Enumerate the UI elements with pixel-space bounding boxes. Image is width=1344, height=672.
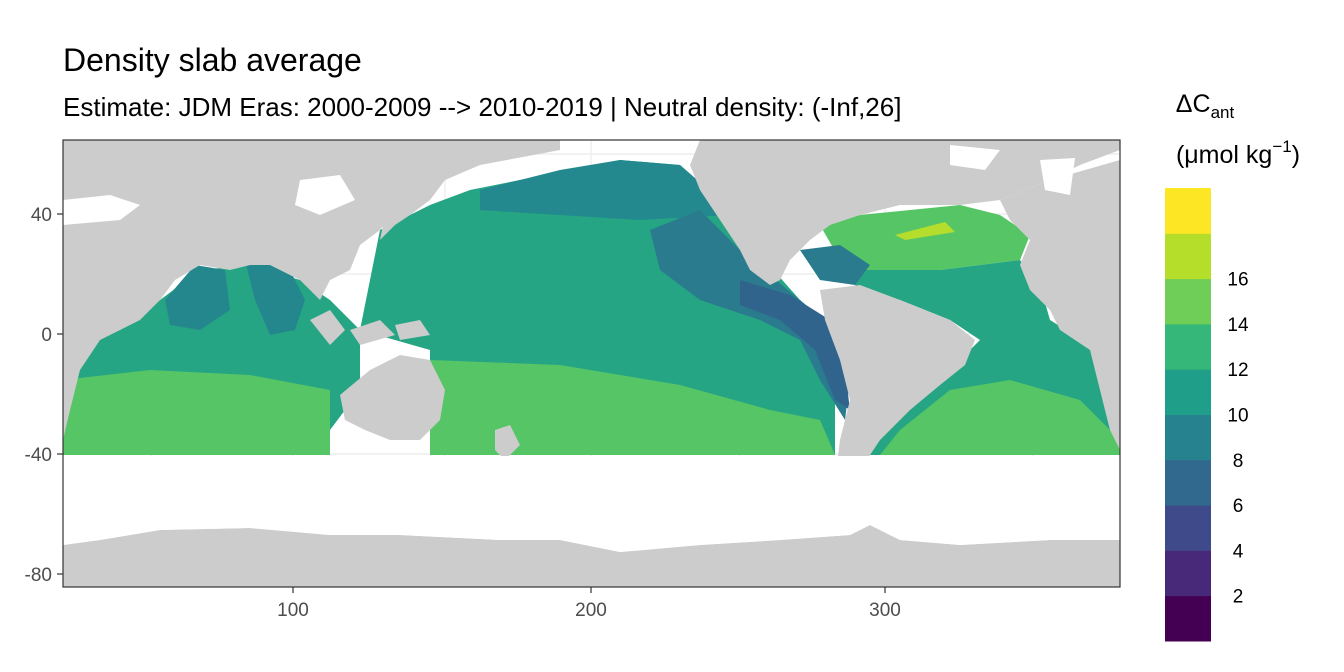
legend-unit-superscript: −1	[1272, 137, 1291, 156]
legend-unit-prefix: (μmol kg	[1176, 141, 1272, 169]
field-south-indian	[63, 370, 330, 455]
land-africa-eurasia	[63, 140, 440, 440]
legend-swatch-8	[1165, 233, 1211, 280]
land-new-zealand	[495, 425, 520, 460]
land-indonesia	[310, 310, 430, 345]
field-caribbean	[800, 245, 870, 285]
land-europe-africa	[1000, 160, 1120, 450]
legend-swatch-0	[1165, 595, 1211, 642]
legend-break-label: 4	[1233, 541, 1244, 562]
nodata-regions	[63, 145, 1120, 552]
legend-swatch-4	[1165, 414, 1211, 461]
legend-break-label: 10	[1227, 406, 1248, 427]
land	[63, 140, 1120, 587]
field-bengal	[245, 260, 305, 335]
legend-swatch-9	[1165, 188, 1211, 234]
y-tick-label-minus80: -80	[25, 565, 52, 586]
plot-title: Density slab average	[63, 42, 362, 78]
legend-break-label: 12	[1227, 360, 1248, 381]
land-north-america	[690, 140, 1120, 285]
x-tick-label-100: 100	[277, 600, 309, 621]
field-south-pacific	[430, 360, 835, 455]
field-east-pacific-core	[740, 280, 850, 410]
legend-swatch-1	[1165, 550, 1211, 597]
axis-ticks	[57, 213, 886, 593]
svg-text:ΔCant: ΔCant	[1176, 90, 1235, 122]
field-south-atlantic	[880, 380, 1120, 455]
y-tick-label-0: 0	[41, 325, 52, 346]
svg-text:(μmol kg−1): (μmol kg−1)	[1176, 137, 1300, 169]
plot-subtitle: Estimate: JDM Eras: 2000-2009 --> 2010-2…	[63, 92, 902, 122]
legend-break-label: 6	[1233, 496, 1244, 517]
land-south-america	[820, 285, 975, 500]
legend-swatch-5	[1165, 369, 1211, 415]
legend-title-subscript: ant	[1211, 103, 1235, 122]
legend-break-label: 2	[1233, 587, 1244, 608]
legend-break-label: 8	[1233, 451, 1244, 472]
legend-swatch-6	[1165, 323, 1211, 370]
legend-swatch-3	[1165, 459, 1211, 506]
legend-break-label: 16	[1227, 270, 1248, 291]
land-australia	[340, 355, 445, 440]
x-tick-label-200: 200	[575, 600, 607, 621]
legend-title: ΔCant (μmol kg−1)	[1176, 90, 1300, 169]
field-north-atlantic	[820, 205, 1030, 275]
field-atlantic-subtropic	[895, 222, 955, 240]
field-north-pacific	[480, 160, 730, 220]
land-east-asia	[380, 140, 560, 240]
legend-swatch-2	[1165, 505, 1211, 551]
y-tick-label-minus40: -40	[25, 445, 52, 466]
legend-labels: 2 4 6 8 10 12 14 16	[1227, 270, 1249, 608]
x-tick-label-300: 300	[869, 600, 901, 621]
legend-unit-suffix: )	[1292, 141, 1300, 169]
legend-swatch-7	[1165, 278, 1211, 325]
land-antarctica	[63, 525, 1120, 587]
field-arabian	[165, 265, 230, 330]
field-east-pacific	[650, 210, 850, 420]
y-tick-label-40: 40	[31, 205, 52, 226]
map-layer	[63, 140, 1120, 587]
legend-break-label: 14	[1227, 315, 1249, 336]
legend-colorbar	[1165, 188, 1211, 642]
legend-title-symbol: ΔC	[1176, 90, 1211, 118]
